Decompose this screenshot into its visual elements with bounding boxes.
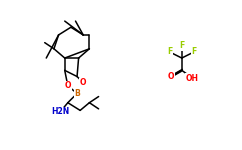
Text: O: O: [168, 72, 174, 81]
Text: O: O: [80, 78, 86, 87]
Text: F: F: [179, 41, 184, 50]
Text: F: F: [191, 47, 197, 56]
Text: B: B: [74, 89, 80, 98]
Text: H2N: H2N: [51, 107, 69, 116]
Text: F: F: [167, 47, 172, 56]
Text: OH: OH: [186, 74, 199, 82]
Text: O: O: [65, 81, 71, 90]
